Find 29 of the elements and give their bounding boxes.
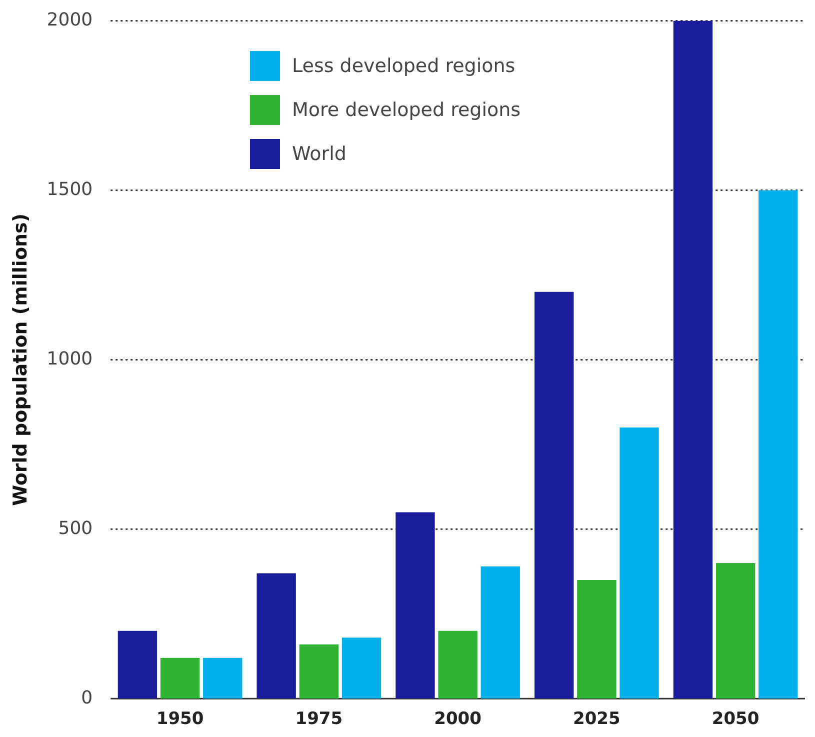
y-tick-label: 1000 <box>46 348 93 370</box>
y-tick-label: 1500 <box>46 178 93 200</box>
bar <box>438 630 478 699</box>
x-tick-label: 2050 <box>712 709 760 730</box>
bar <box>673 20 713 699</box>
bar <box>480 566 520 699</box>
bar <box>577 580 616 699</box>
bar <box>160 658 200 699</box>
legend-label: More developed regions <box>292 99 521 121</box>
bar <box>758 190 798 699</box>
y-axis-title: World population (millions) <box>9 213 32 506</box>
x-tick-label: 1950 <box>156 709 204 730</box>
bar <box>299 644 339 699</box>
y-tick-label: 500 <box>58 518 93 539</box>
x-tick-label: 2000 <box>434 709 482 730</box>
y-tick-label: 0 <box>81 687 93 708</box>
x-tick-label: 2025 <box>573 709 620 730</box>
bar <box>118 630 158 699</box>
legend-label: Less developed regions <box>292 55 516 77</box>
bar <box>716 563 756 699</box>
bar <box>256 573 296 699</box>
x-tick-label: 1975 <box>295 709 343 730</box>
bar <box>203 658 242 699</box>
bar <box>534 292 574 699</box>
y-tick-label: 2000 <box>46 9 93 30</box>
legend-label: World <box>292 143 346 165</box>
bar <box>620 427 659 699</box>
bar <box>396 512 435 699</box>
bar <box>342 638 382 699</box>
